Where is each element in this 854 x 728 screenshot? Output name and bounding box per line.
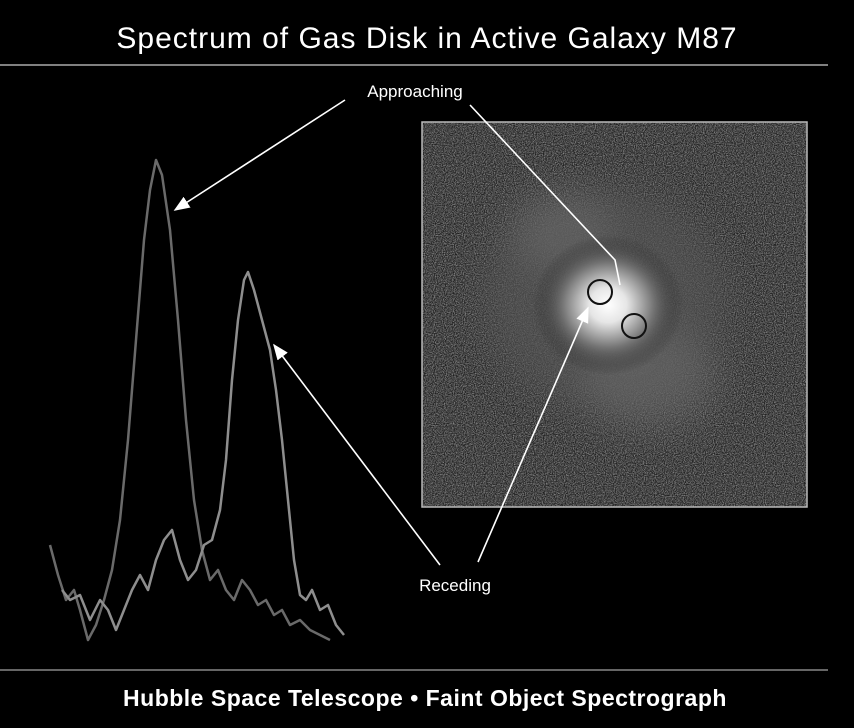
label-receding: Receding <box>419 576 491 595</box>
galaxy-core <box>533 235 683 375</box>
label-approaching: Approaching <box>367 82 462 101</box>
title: Spectrum of Gas Disk in Active Galaxy M8… <box>116 22 737 55</box>
footer: Hubble Space Telescope • Faint Object Sp… <box>123 685 727 711</box>
figure: Spectrum of Gas Disk in Active Galaxy M8… <box>0 0 854 728</box>
galaxy-image <box>422 122 807 507</box>
page: Spectrum of Gas Disk in Active Galaxy M8… <box>0 0 854 728</box>
